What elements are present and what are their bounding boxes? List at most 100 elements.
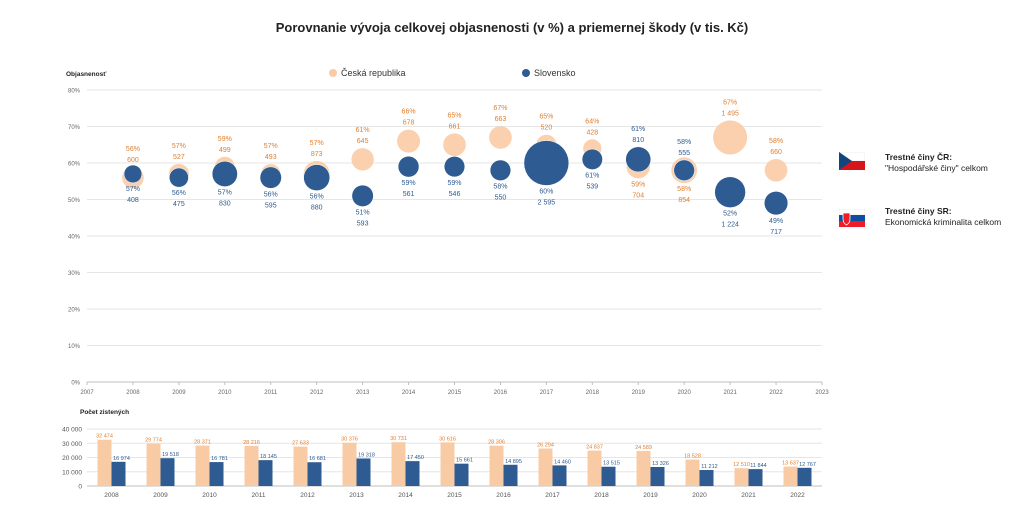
x-tick-label: 2016 bbox=[494, 390, 508, 396]
bar-cr bbox=[391, 442, 406, 486]
legend-label-sk: Slovensko bbox=[534, 68, 576, 78]
bar-cr bbox=[636, 450, 651, 486]
sk-damage-label: 810 bbox=[632, 137, 644, 144]
bar-sk bbox=[699, 470, 714, 486]
sk-bubble bbox=[259, 166, 282, 189]
bar-sk bbox=[209, 462, 224, 486]
sk-damage-label: 408 bbox=[127, 197, 139, 204]
sk-damage-label: 555 bbox=[678, 150, 690, 157]
bar-x-tick-label: 2012 bbox=[300, 492, 315, 499]
bar-sk-label: 17 450 bbox=[407, 455, 424, 461]
cr-clearance-label: 59% bbox=[631, 181, 645, 188]
bar-sk bbox=[748, 469, 763, 486]
bar-cr-label: 30 616 bbox=[439, 436, 456, 442]
cr-clearance-label: 57% bbox=[264, 143, 278, 150]
bar-sk-label: 16 974 bbox=[113, 456, 130, 462]
bar-y-tick-label: 10 000 bbox=[62, 469, 82, 476]
x-tick-label: 2022 bbox=[769, 390, 783, 396]
bar-x-tick-label: 2011 bbox=[252, 492, 266, 499]
cr-clearance-label: 67% bbox=[723, 99, 737, 106]
slovak-flag-icon bbox=[839, 209, 865, 227]
cr-clearance-label: 65% bbox=[539, 114, 553, 121]
cr-damage-label: 678 bbox=[403, 120, 415, 127]
bar-cr bbox=[538, 448, 553, 486]
cr-damage-label: 520 bbox=[541, 125, 553, 132]
bar-y-tick-label: 30 000 bbox=[62, 441, 82, 448]
cr-clearance-label: 66% bbox=[402, 109, 416, 116]
bar-cr bbox=[146, 443, 161, 486]
bar-x-tick-label: 2013 bbox=[349, 492, 364, 499]
x-tick-label: 2008 bbox=[126, 390, 140, 396]
bar-x-tick-label: 2022 bbox=[790, 492, 805, 499]
cr-bubble bbox=[397, 129, 421, 153]
cr-bubble bbox=[713, 120, 748, 155]
bar-y-tick-label: 40 000 bbox=[62, 427, 82, 434]
bar-cr bbox=[489, 445, 504, 486]
x-tick-label: 2013 bbox=[356, 390, 370, 396]
cr-side-legend: Trestné činy ČR: "Hospodářské činy" celk… bbox=[885, 152, 988, 174]
sk-damage-label: 593 bbox=[357, 221, 369, 228]
x-tick-label: 2014 bbox=[402, 390, 416, 396]
bar-sk-label: 16 781 bbox=[211, 456, 228, 462]
cr-bubble bbox=[351, 148, 374, 171]
y-tick-label: 10% bbox=[68, 344, 81, 350]
sk-clearance-label: 49% bbox=[769, 218, 783, 225]
bar-sk-label: 16 681 bbox=[309, 456, 326, 462]
bar-sk bbox=[307, 462, 322, 486]
sk-bubble bbox=[673, 159, 695, 181]
cr-side-title: Trestné činy ČR: bbox=[885, 152, 953, 162]
bar-sk bbox=[503, 464, 518, 486]
bar-x-tick-label: 2016 bbox=[496, 492, 511, 499]
bar-cr-label: 30 376 bbox=[341, 437, 358, 443]
bar-cr bbox=[440, 442, 455, 486]
sk-clearance-label: 56% bbox=[172, 190, 186, 197]
bar-cr-label: 28 371 bbox=[194, 440, 211, 446]
bar-x-tick-label: 2008 bbox=[104, 492, 119, 499]
bar-x-tick-label: 2010 bbox=[202, 492, 217, 499]
bar-sk-label: 13 326 bbox=[652, 461, 669, 467]
bar-x-tick-label: 2020 bbox=[692, 492, 707, 499]
x-tick-label: 2010 bbox=[218, 390, 232, 396]
cr-bubble bbox=[489, 126, 512, 149]
bar-cr-label: 13 637 bbox=[782, 461, 799, 467]
y-axis-title: Objasnenosť bbox=[66, 71, 107, 78]
cr-clearance-label: 58% bbox=[677, 186, 691, 193]
bar-cr-label: 27 633 bbox=[292, 441, 309, 447]
bar-sk bbox=[797, 467, 812, 486]
sk-clearance-label: 58% bbox=[493, 184, 507, 191]
bar-sk bbox=[356, 458, 371, 486]
bar-cr bbox=[97, 439, 112, 486]
bar-axis-title: Počet zistených bbox=[80, 409, 129, 416]
sk-damage-label: 2 595 bbox=[538, 199, 556, 206]
legend-marker-cr bbox=[329, 69, 337, 77]
bar-cr bbox=[342, 442, 357, 486]
cr-clearance-label: 56% bbox=[126, 146, 140, 153]
cr-bubble bbox=[443, 133, 466, 157]
bar-sk-label: 14 895 bbox=[505, 459, 522, 465]
sk-bubble bbox=[303, 164, 331, 191]
czech-flag-icon bbox=[839, 152, 865, 170]
sk-side-title: Trestné činy SR: bbox=[885, 206, 952, 216]
sk-clearance-label: 60% bbox=[539, 188, 553, 195]
y-tick-label: 50% bbox=[68, 198, 81, 204]
y-tick-label: 70% bbox=[68, 125, 81, 131]
y-tick-label: 0% bbox=[71, 381, 80, 387]
bar-sk-label: 11 844 bbox=[750, 463, 766, 469]
bar-x-tick-label: 2017 bbox=[545, 492, 560, 499]
sk-clearance-label: 56% bbox=[264, 191, 278, 198]
sk-bubble bbox=[211, 160, 238, 187]
bar-sk bbox=[454, 463, 469, 486]
bar-cr bbox=[587, 450, 602, 486]
x-tick-label: 2017 bbox=[540, 390, 554, 396]
sk-clearance-label: 58% bbox=[677, 139, 691, 146]
bar-cr-label: 24 589 bbox=[635, 445, 652, 451]
x-tick-label: 2020 bbox=[678, 390, 692, 396]
sk-damage-label: 830 bbox=[219, 201, 231, 208]
cr-bubble bbox=[764, 158, 788, 182]
y-tick-label: 60% bbox=[68, 162, 81, 168]
sk-clearance-label: 61% bbox=[585, 173, 599, 180]
cr-damage-label: 661 bbox=[449, 123, 461, 130]
bar-cr bbox=[244, 445, 259, 486]
sk-damage-label: 880 bbox=[311, 205, 323, 212]
